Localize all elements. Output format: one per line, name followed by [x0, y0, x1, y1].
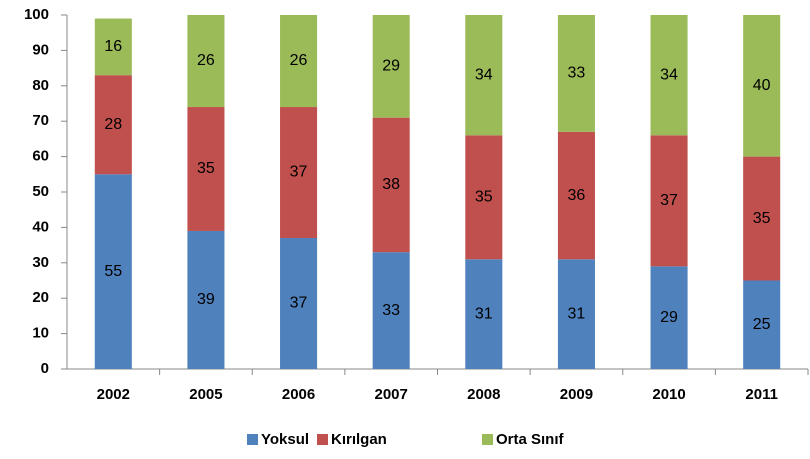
x-tick-label: 2011	[745, 386, 778, 403]
data-label: 34	[475, 66, 493, 83]
y-tick-label: 0	[41, 360, 49, 377]
legend-swatch	[482, 434, 493, 445]
data-label: 36	[568, 187, 586, 204]
bar-segment	[743, 280, 781, 369]
bar-segment	[465, 15, 503, 136]
bar-segment	[372, 15, 410, 118]
data-label: 28	[104, 116, 122, 133]
y-tick-label: 70	[32, 112, 49, 129]
bar-segment	[94, 75, 132, 175]
y-tick-label: 90	[32, 41, 49, 58]
bar-segment	[187, 107, 225, 231]
legend-swatch	[247, 434, 258, 445]
legend-label: Orta Sınıf	[496, 431, 565, 448]
bar-segment	[280, 15, 318, 108]
bar-segment	[557, 131, 595, 260]
x-tick-label: 2009	[560, 386, 593, 403]
bar-segment	[743, 15, 781, 157]
x-tick-label: 2008	[467, 386, 500, 403]
x-tick-label: 2002	[97, 386, 130, 403]
y-tick-label: 80	[32, 77, 49, 94]
data-label: 38	[382, 176, 400, 193]
data-label: 16	[104, 38, 122, 55]
data-label: 35	[197, 160, 215, 177]
y-tick-label: 100	[24, 6, 49, 23]
data-label: 26	[290, 52, 308, 69]
y-tick-label: 20	[32, 289, 49, 306]
bar-segment	[280, 107, 318, 239]
data-label: 33	[382, 302, 400, 319]
x-tick-label: 2007	[375, 386, 408, 403]
bar-segment	[280, 238, 318, 369]
bar-segment	[187, 15, 225, 108]
data-label: 35	[475, 189, 493, 206]
data-label: 29	[660, 309, 678, 326]
bar-segment	[743, 156, 781, 281]
bar-segment	[372, 252, 410, 369]
data-label: 55	[104, 263, 122, 280]
bar-segment	[650, 135, 688, 267]
data-label: 29	[382, 58, 400, 75]
y-tick-label: 30	[32, 254, 49, 271]
legend-label: Yoksul	[261, 431, 309, 448]
data-label: 33	[568, 65, 586, 82]
bar-segment	[650, 266, 688, 369]
data-label: 37	[290, 295, 308, 312]
data-label: 31	[475, 305, 493, 322]
data-label: 39	[197, 291, 215, 308]
data-label: 35	[753, 210, 771, 227]
legend-swatch	[317, 434, 328, 445]
legend-label: Kırılgan	[331, 431, 387, 448]
bar-segment	[372, 117, 410, 253]
y-tick-label: 10	[32, 325, 49, 342]
bar-segment	[94, 174, 132, 369]
data-label: 26	[197, 52, 215, 69]
data-label: 37	[290, 164, 308, 181]
bar-segment	[465, 259, 503, 369]
data-label: 25	[753, 316, 771, 333]
data-label: 31	[568, 305, 586, 322]
bar-segment	[465, 135, 503, 260]
x-tick-label: 2006	[282, 386, 315, 403]
bar-segment	[187, 230, 225, 369]
y-tick-label: 40	[32, 218, 49, 235]
y-tick-label: 50	[32, 183, 49, 200]
bar-segment	[557, 15, 595, 132]
data-label: 37	[660, 192, 678, 209]
x-tick-label: 2005	[189, 386, 222, 403]
y-tick-label: 60	[32, 148, 49, 165]
data-label: 34	[660, 66, 678, 83]
bar-segment	[650, 15, 688, 136]
bar-segment	[94, 18, 132, 76]
bar-segment	[557, 259, 595, 369]
data-label: 40	[753, 77, 771, 94]
x-tick-label: 2010	[652, 386, 685, 403]
